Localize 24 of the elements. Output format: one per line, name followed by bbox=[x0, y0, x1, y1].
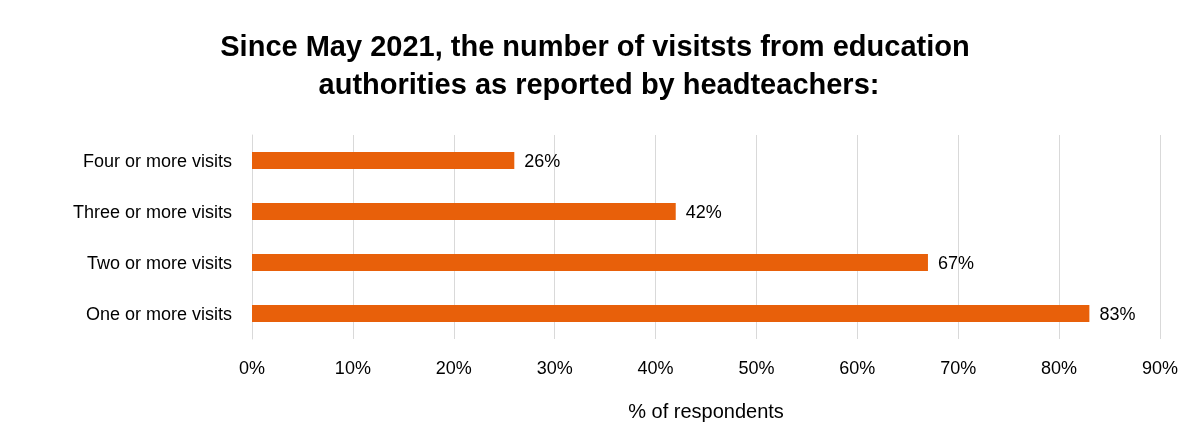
y-tick-label: One or more visits bbox=[85, 303, 232, 324]
x-tick-label: 20% bbox=[435, 358, 472, 378]
bar bbox=[252, 152, 515, 169]
x-tick-label: 70% bbox=[940, 358, 977, 378]
y-tick-label: Three or more visits bbox=[72, 201, 232, 222]
data-label: 26% bbox=[524, 150, 561, 171]
y-tick-label: Two or more visits bbox=[86, 252, 232, 273]
x-tick-label: 50% bbox=[738, 358, 775, 378]
bar bbox=[252, 305, 1090, 322]
x-tick-label: 60% bbox=[839, 358, 876, 378]
x-tick-label: 10% bbox=[334, 358, 371, 378]
x-tick-label: 0% bbox=[238, 358, 266, 378]
x-tick-label: 80% bbox=[1041, 358, 1078, 378]
x-axis-title: % of respondents bbox=[628, 400, 784, 422]
x-tick-label: 30% bbox=[536, 358, 573, 378]
bar bbox=[252, 254, 928, 271]
y-tick-label: Four or more visits bbox=[82, 150, 232, 171]
bar bbox=[252, 203, 676, 220]
data-label: 42% bbox=[685, 201, 722, 222]
x-tick-label: 40% bbox=[637, 358, 674, 378]
x-tick-label: 90% bbox=[1141, 358, 1179, 378]
chart-title: Since May 2021, the number of visitsts from education authorities as reported by headteachers: bbox=[220, 30, 978, 100]
data-label: 83% bbox=[1099, 303, 1136, 324]
data-label: 67% bbox=[937, 252, 974, 273]
